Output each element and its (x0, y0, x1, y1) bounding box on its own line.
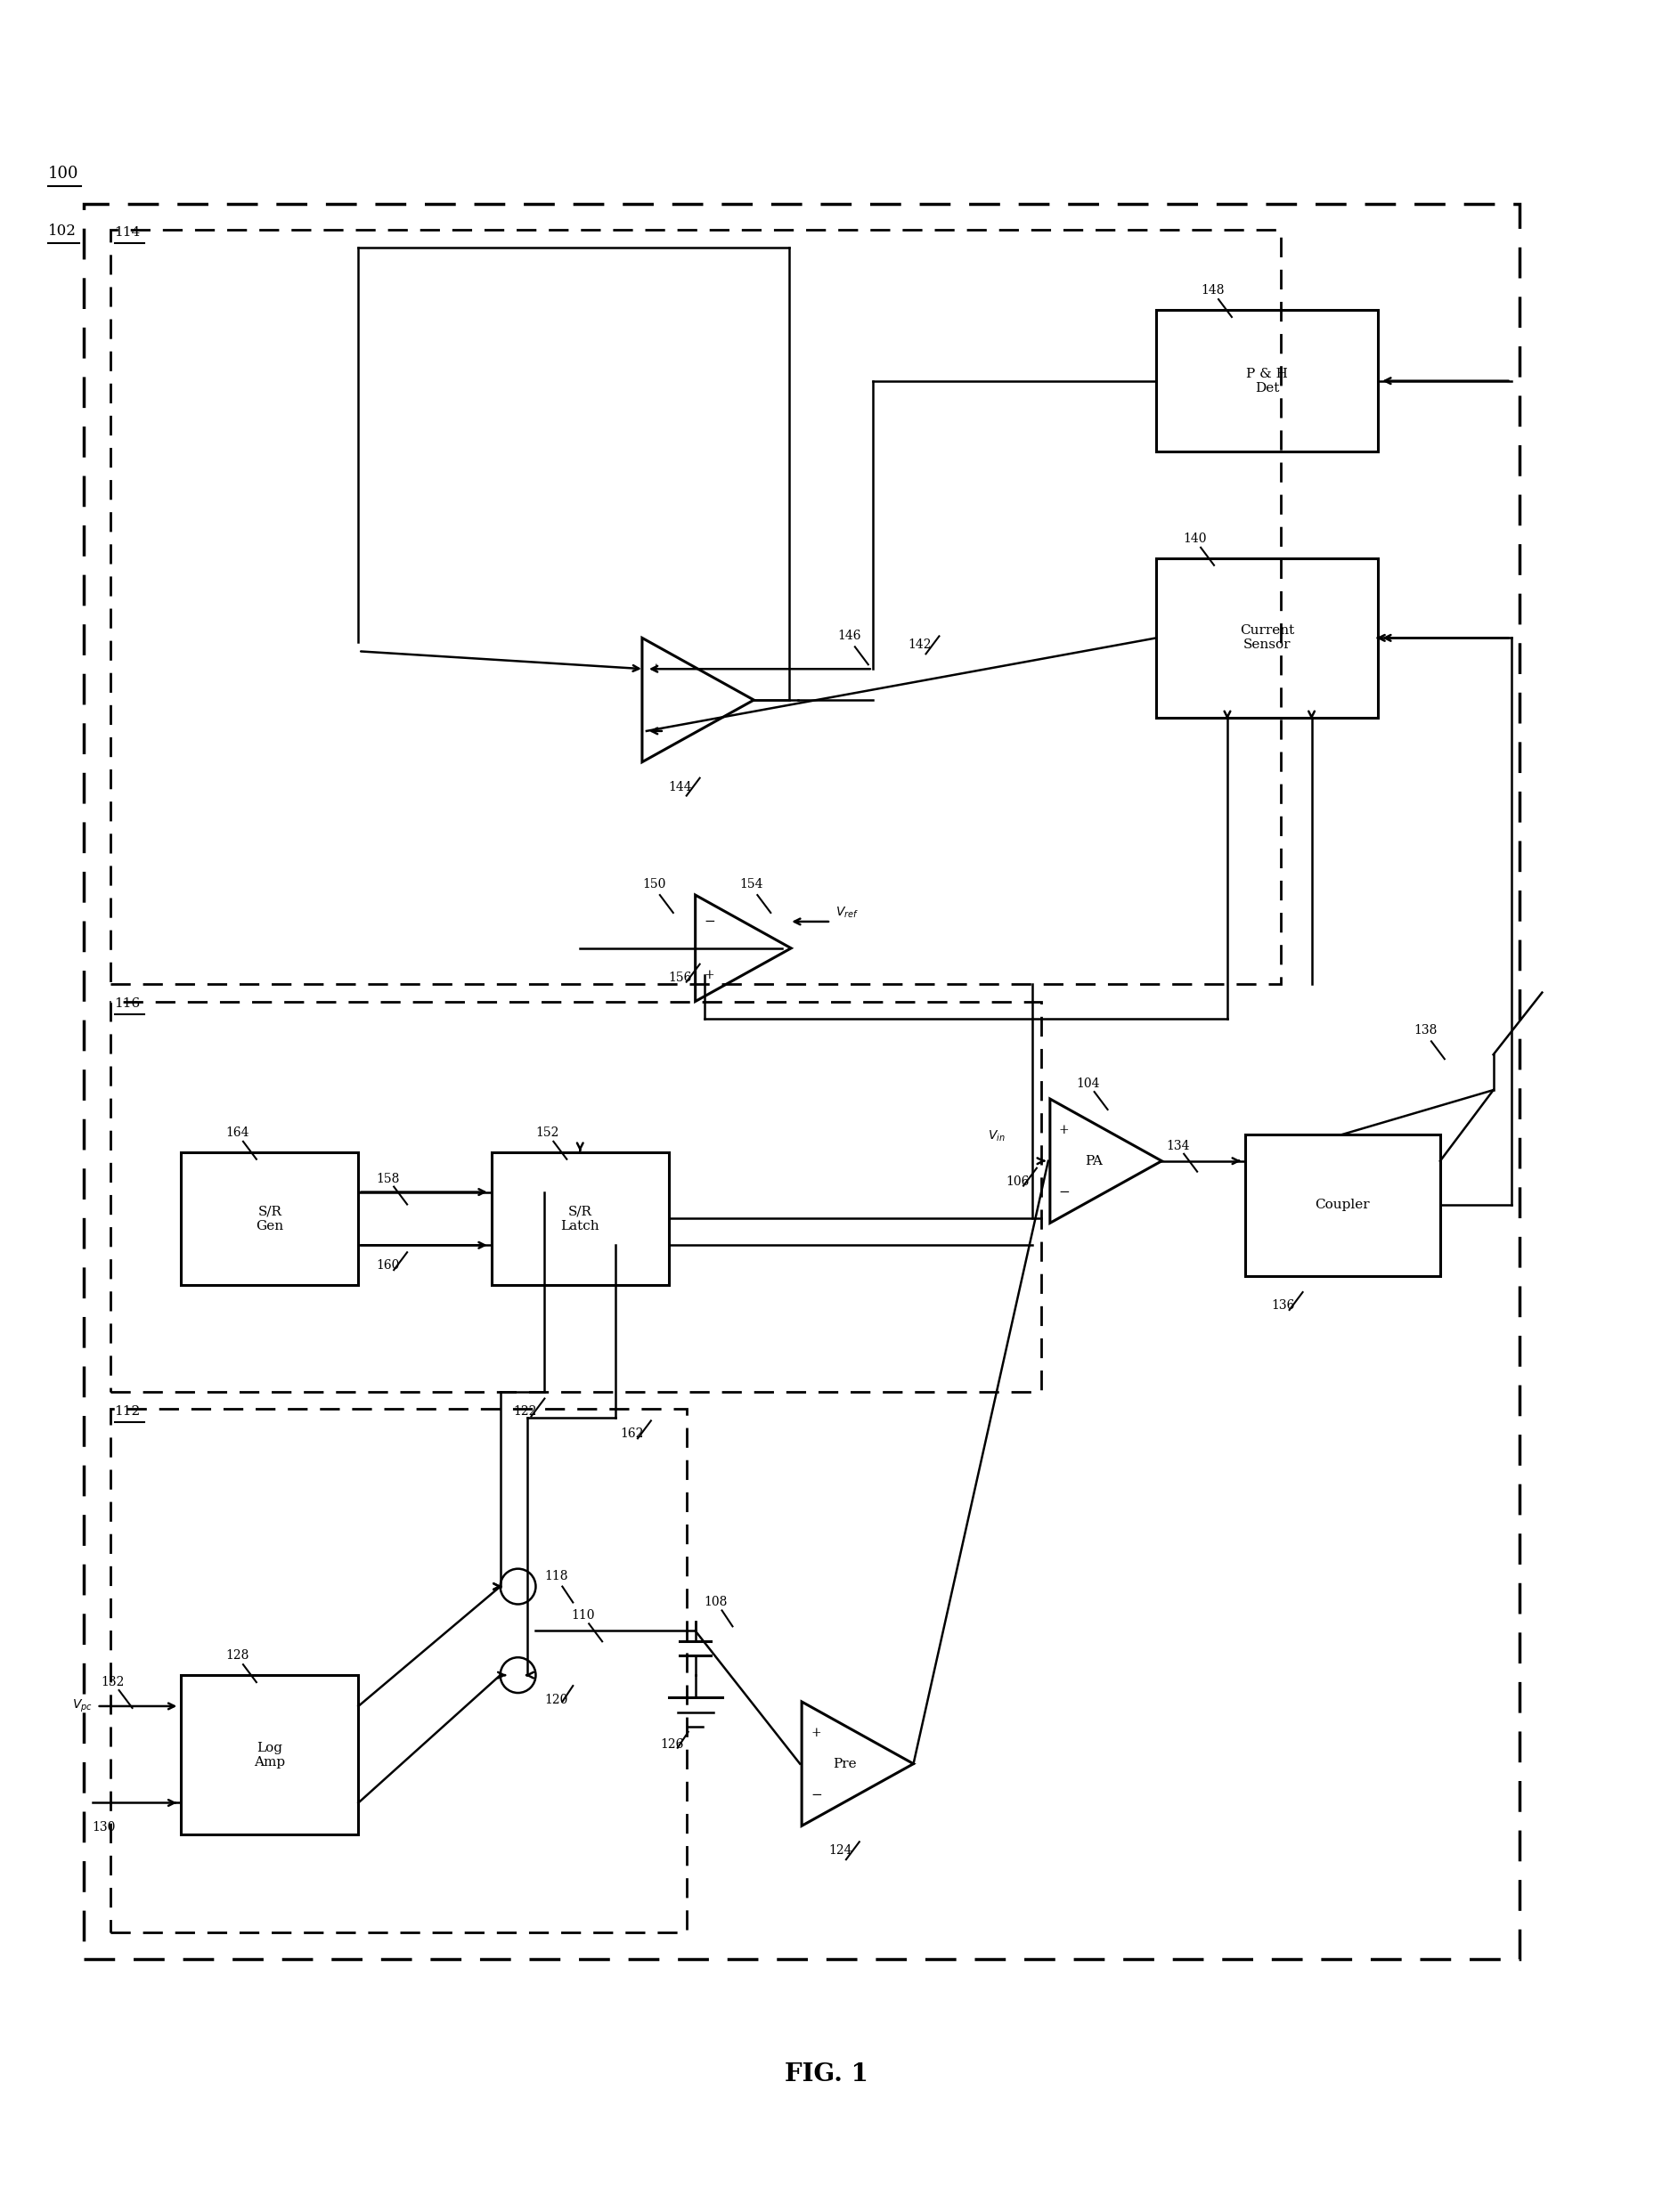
Text: $V_{pc}$: $V_{pc}$ (73, 1699, 93, 1714)
Text: Log
Amp: Log Amp (255, 1741, 286, 1767)
Text: 110: 110 (571, 1610, 595, 1621)
Text: −: − (810, 1790, 822, 1801)
Text: 128: 128 (225, 1650, 248, 1661)
Text: 122: 122 (513, 1405, 538, 1418)
Text: 134: 134 (1166, 1139, 1189, 1152)
Text: Current
Sensor: Current Sensor (1240, 624, 1295, 650)
Text: 130: 130 (93, 1820, 116, 1834)
Text: +: + (810, 1728, 820, 1739)
Text: 126: 126 (660, 1739, 683, 1750)
Text: 132: 132 (101, 1677, 124, 1688)
Text: 138: 138 (1414, 1024, 1437, 1037)
Text: 156: 156 (668, 971, 693, 984)
Text: 144: 144 (668, 781, 693, 794)
Bar (180, 1674, 359, 1834)
Text: −: − (652, 726, 662, 737)
Text: 152: 152 (536, 1126, 559, 1139)
Text: 102: 102 (48, 223, 76, 239)
Text: 142: 142 (908, 639, 931, 650)
Text: 114: 114 (114, 226, 141, 239)
Text: PA: PA (1085, 1155, 1102, 1168)
Bar (1156, 557, 1378, 717)
Text: +: + (1059, 1124, 1068, 1137)
Text: 154: 154 (739, 878, 762, 891)
Text: 106: 106 (1006, 1175, 1029, 1188)
Text: 148: 148 (1201, 283, 1224, 296)
Text: Pre: Pre (834, 1759, 857, 1770)
Text: S/R
Latch: S/R Latch (561, 1206, 599, 1232)
Text: 112: 112 (114, 1405, 141, 1418)
Text: 100: 100 (48, 166, 79, 181)
Bar (491, 1152, 668, 1285)
Text: −: − (1059, 1186, 1070, 1199)
Text: 160: 160 (375, 1259, 400, 1272)
Bar (1156, 310, 1378, 451)
Text: +: + (652, 664, 662, 675)
Text: 146: 146 (837, 630, 860, 641)
Text: 140: 140 (1183, 533, 1207, 544)
Text: $V_{in}$: $V_{in}$ (987, 1128, 1006, 1144)
Text: $V_{ref}$: $V_{ref}$ (835, 905, 858, 920)
Text: −: − (705, 916, 716, 927)
Text: 124: 124 (829, 1845, 852, 1856)
Text: 164: 164 (225, 1126, 250, 1139)
Text: P & H
Det: P & H Det (1247, 367, 1288, 394)
Text: 136: 136 (1272, 1298, 1295, 1312)
Text: 108: 108 (705, 1597, 728, 1608)
Bar (180, 1152, 359, 1285)
Text: Coupler: Coupler (1315, 1199, 1370, 1212)
Text: 158: 158 (375, 1172, 400, 1186)
Bar (83, 204, 1520, 1960)
Text: 118: 118 (544, 1571, 569, 1582)
Text: S/R
Gen: S/R Gen (256, 1206, 283, 1232)
Text: FIG. 1: FIG. 1 (784, 2062, 868, 2086)
Text: 120: 120 (544, 1694, 567, 1705)
Text: 116: 116 (114, 998, 141, 1011)
Bar (111, 1409, 686, 1933)
Text: 150: 150 (642, 878, 665, 891)
Bar (111, 230, 1280, 984)
Bar (111, 1002, 1040, 1391)
Text: 104: 104 (1077, 1077, 1100, 1091)
Text: +: + (705, 969, 715, 982)
Bar (1245, 1135, 1441, 1276)
Text: 162: 162 (620, 1427, 643, 1440)
